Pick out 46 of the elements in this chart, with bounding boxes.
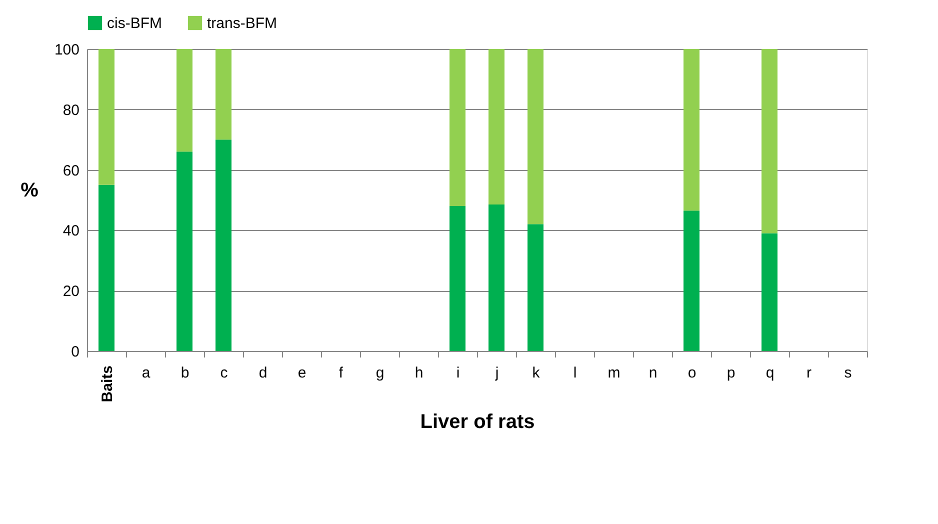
x-tick-label: Baits [99, 366, 116, 402]
x-tick-label: a [142, 364, 151, 382]
y-tick-label: 80 [62, 102, 80, 119]
x-tick-label: d [258, 364, 268, 382]
bar [176, 49, 192, 152]
x-tick-label: e [298, 364, 306, 382]
bar [684, 210, 700, 351]
x-tick-label: l [573, 364, 577, 382]
x-tick-label: c [220, 364, 228, 382]
x-tick-label: o [688, 364, 696, 382]
x-tick-label: q [766, 364, 774, 382]
bar [98, 184, 114, 351]
x-tick-label: m [608, 364, 620, 382]
x-tick-label: h [414, 364, 424, 382]
x-axis-title: Liver of rats [420, 411, 535, 434]
x-tick-label: j [494, 364, 499, 382]
bar [98, 49, 114, 185]
x-tick-label: r [806, 364, 812, 382]
y-tick-label: 100 [54, 42, 80, 58]
x-tick-label: k [532, 364, 540, 382]
x-tick-label: p [726, 364, 736, 382]
y-tick-label: 40 [62, 222, 80, 240]
y-tick-label: 20 [62, 283, 80, 300]
x-tick-label: i [456, 364, 460, 382]
legend-label: cis-BFM [107, 15, 162, 32]
x-tick-label: f [338, 364, 344, 382]
bar [176, 152, 192, 351]
bar [762, 49, 778, 234]
bar [762, 233, 778, 351]
bar [488, 49, 504, 205]
bar [528, 49, 544, 224]
y-tick-label: 0 [71, 344, 80, 360]
bar [488, 204, 504, 351]
y-axis-title: % [20, 180, 39, 202]
legend-label: trans-BFM [207, 15, 278, 32]
x-tick-label: g [376, 364, 384, 382]
bar [450, 49, 466, 206]
x-tick-label: b [180, 364, 190, 382]
bar [216, 49, 232, 140]
x-tick-label: n [648, 364, 658, 382]
bar [528, 224, 544, 351]
y-tick-label: 60 [62, 162, 80, 180]
bar [216, 140, 232, 351]
bar [684, 49, 700, 211]
bar [450, 206, 466, 351]
x-tick-label: s [844, 364, 852, 382]
